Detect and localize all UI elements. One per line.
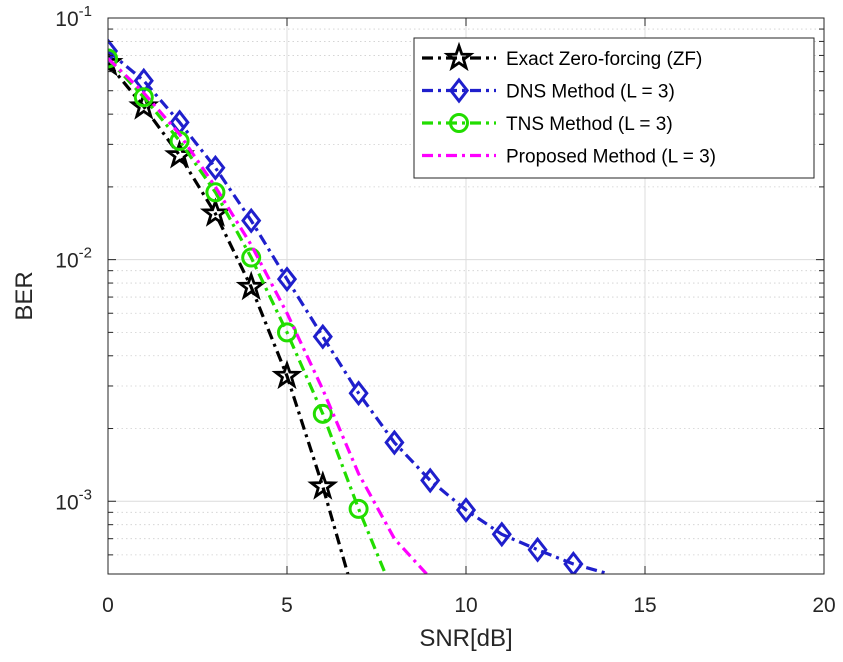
data-point — [312, 323, 333, 350]
data-point — [491, 521, 512, 548]
data-point — [271, 359, 303, 390]
legend-marker — [448, 77, 470, 104]
x-tick-label: 10 — [454, 594, 477, 617]
series-line — [108, 57, 428, 574]
data-point — [128, 90, 160, 120]
data-point — [133, 87, 154, 108]
tick-marks — [107, 17, 825, 574]
series-line — [108, 57, 387, 574]
y-tick-label: 10-2 — [55, 245, 92, 273]
data-point — [312, 403, 333, 424]
data-point — [455, 497, 477, 523]
y-tick-label: 10-3 — [55, 486, 92, 514]
legend-item: TNS Method (L = 3) — [422, 113, 673, 135]
legend-label: Proposed Method (L = 3) — [506, 147, 716, 168]
data-point — [348, 380, 369, 407]
legend-item: Exact Zero-forcing (ZF) — [422, 41, 702, 72]
data-point — [384, 429, 405, 456]
x-axis-label: SNR[dB] — [419, 625, 512, 652]
legend-item: DNS Method (L = 3) — [422, 77, 675, 104]
legend-label: TNS Method (L = 3) — [506, 114, 673, 135]
legend: Exact Zero-forcing (ZF) DNS Method (L = 3… — [413, 37, 815, 179]
x-tick-labels: 0 5 10 15 20 — [102, 594, 836, 617]
data-point — [563, 551, 584, 574]
series-1 — [108, 46, 350, 574]
legend-item: Proposed Method (L = 3) — [422, 147, 716, 168]
series-4 — [108, 57, 428, 574]
data-point — [307, 470, 339, 500]
data-point — [277, 322, 297, 343]
data-point — [205, 182, 226, 203]
data-point — [241, 207, 262, 234]
legend-marker — [443, 41, 475, 72]
x-tick-label: 0 — [102, 594, 114, 617]
legend-label: DNS Method (L = 3) — [506, 82, 675, 103]
x-tick-label: 20 — [812, 594, 835, 617]
legend-label: Exact Zero-forcing (ZF) — [506, 49, 702, 70]
x-tick-label: 15 — [633, 594, 656, 617]
y-axis-label: BER — [11, 271, 38, 320]
data-point — [108, 38, 119, 64]
series-2 — [108, 38, 610, 574]
data-point — [527, 536, 548, 563]
series-line — [108, 49, 610, 574]
data-point — [235, 270, 267, 301]
x-tick-label: 5 — [281, 594, 293, 617]
data-point — [108, 48, 118, 69]
data-point — [348, 498, 369, 519]
data-point — [199, 197, 231, 227]
legend-marker — [449, 113, 469, 133]
data-point — [276, 266, 298, 293]
series-layer — [108, 38, 610, 574]
y-tick-label: 10-1 — [55, 3, 92, 31]
data-point — [205, 154, 226, 181]
data-point — [420, 467, 441, 494]
y-tick-labels: 10-1 10-2 10-3 — [55, 3, 92, 514]
data-point — [241, 247, 262, 268]
